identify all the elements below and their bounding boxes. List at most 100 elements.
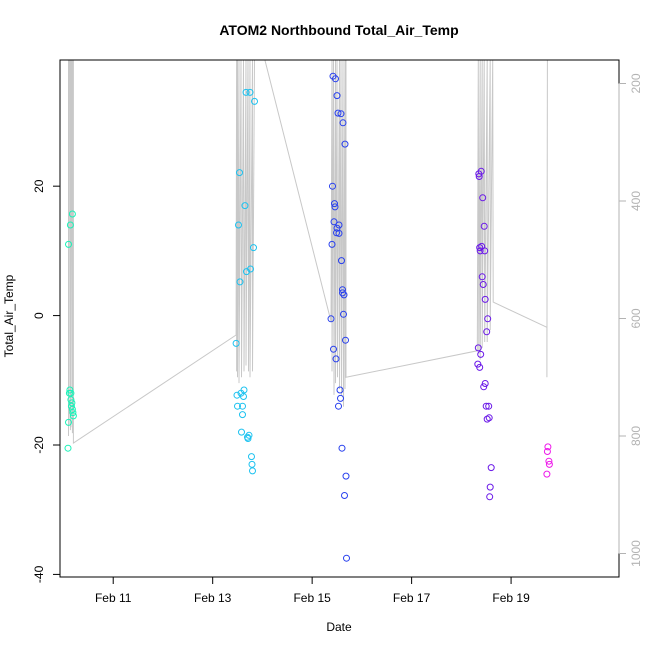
data-point bbox=[331, 200, 338, 208]
data-point bbox=[249, 467, 256, 475]
right-tick-label: 400 bbox=[629, 191, 643, 211]
data-point bbox=[544, 443, 552, 451]
data-point bbox=[242, 88, 250, 96]
data-point bbox=[486, 483, 494, 491]
data-point bbox=[246, 88, 254, 96]
right-tick-label: 1000 bbox=[629, 540, 643, 567]
y-tick-label: -20 bbox=[32, 436, 46, 454]
data-point bbox=[233, 391, 241, 399]
y-tick-label: -40 bbox=[32, 565, 46, 583]
data-point bbox=[67, 396, 75, 404]
data-point bbox=[477, 167, 485, 175]
data-point bbox=[69, 412, 77, 420]
data-point bbox=[484, 315, 492, 323]
data-point bbox=[239, 411, 246, 419]
data-point bbox=[486, 493, 494, 501]
data-point bbox=[65, 418, 72, 426]
x-axis: Feb 11 Feb 13 Feb 15 Feb 17 Feb 19 bbox=[95, 576, 530, 605]
data-point bbox=[335, 402, 342, 410]
data-point bbox=[66, 221, 74, 229]
y-tick-label: 20 bbox=[32, 179, 46, 193]
data-point bbox=[234, 402, 241, 410]
data-point bbox=[478, 273, 486, 281]
data-point bbox=[476, 247, 484, 255]
data-point bbox=[330, 345, 337, 353]
data-point bbox=[483, 328, 491, 336]
data-point bbox=[474, 344, 482, 352]
data-points-layer bbox=[64, 72, 553, 562]
y-tick-label: 0 bbox=[32, 312, 46, 319]
right-tick-label: 600 bbox=[629, 308, 643, 328]
data-point bbox=[235, 221, 242, 229]
data-point bbox=[332, 355, 340, 363]
data-point bbox=[338, 257, 345, 265]
data-point bbox=[340, 310, 347, 318]
data-point bbox=[339, 119, 347, 127]
data-point bbox=[248, 460, 256, 468]
data-point bbox=[68, 399, 76, 407]
data-point bbox=[341, 492, 348, 499]
data-point bbox=[476, 363, 484, 371]
data-point bbox=[335, 221, 343, 229]
data-point bbox=[334, 109, 342, 117]
right-pressure-axis: 200 400 600 800 1000 bbox=[618, 73, 643, 567]
x-tick-label: Feb 17 bbox=[393, 591, 431, 605]
data-point bbox=[342, 472, 350, 480]
data-point bbox=[238, 428, 245, 436]
data-point bbox=[333, 92, 341, 100]
data-point bbox=[68, 405, 76, 413]
data-point bbox=[543, 448, 551, 455]
data-point bbox=[332, 75, 339, 83]
pressure-trace-layer bbox=[68, 59, 548, 445]
data-point bbox=[236, 169, 243, 177]
data-point bbox=[65, 240, 72, 248]
data-point bbox=[481, 380, 489, 387]
data-point bbox=[341, 140, 349, 148]
data-point bbox=[327, 315, 335, 323]
data-point bbox=[337, 110, 345, 118]
data-point bbox=[330, 218, 338, 226]
pressure-trace-line bbox=[68, 59, 548, 445]
data-point bbox=[340, 291, 348, 299]
data-point bbox=[66, 386, 74, 394]
y-axis-label: Total_Air_Temp bbox=[2, 274, 16, 357]
data-point bbox=[481, 247, 489, 255]
data-point bbox=[328, 240, 336, 248]
data-point bbox=[545, 457, 553, 465]
data-point bbox=[247, 265, 254, 273]
data-point bbox=[336, 386, 344, 394]
data-point bbox=[244, 435, 252, 442]
chart-title: ATOM2 Northbound Total_Air_Temp bbox=[219, 22, 458, 38]
data-point bbox=[248, 453, 255, 461]
data-point bbox=[68, 210, 76, 218]
data-point bbox=[240, 393, 247, 400]
data-point bbox=[338, 444, 346, 452]
right-tick-label: 800 bbox=[629, 426, 643, 446]
data-point bbox=[343, 554, 350, 562]
data-point bbox=[479, 281, 487, 288]
data-point bbox=[232, 339, 240, 347]
y-axis: -40 -20 0 20 bbox=[32, 179, 61, 583]
data-point bbox=[250, 244, 257, 252]
data-point bbox=[239, 402, 246, 410]
x-axis-label: Date bbox=[326, 620, 352, 634]
data-point bbox=[329, 182, 336, 190]
data-point bbox=[485, 402, 493, 410]
data-point bbox=[241, 202, 249, 210]
data-point bbox=[487, 464, 495, 472]
right-tick-label: 200 bbox=[629, 73, 643, 93]
data-point bbox=[480, 383, 488, 391]
data-point bbox=[67, 402, 75, 410]
data-point bbox=[335, 229, 343, 237]
data-point bbox=[482, 402, 490, 410]
data-point bbox=[337, 394, 344, 402]
x-tick-label: Feb 11 bbox=[95, 591, 132, 605]
data-point bbox=[480, 222, 488, 230]
data-point bbox=[331, 203, 339, 211]
data-point bbox=[545, 460, 553, 468]
data-point bbox=[483, 415, 491, 423]
data-point bbox=[64, 444, 72, 452]
data-point bbox=[485, 414, 493, 422]
x-tick-label: Feb 13 bbox=[194, 591, 232, 605]
